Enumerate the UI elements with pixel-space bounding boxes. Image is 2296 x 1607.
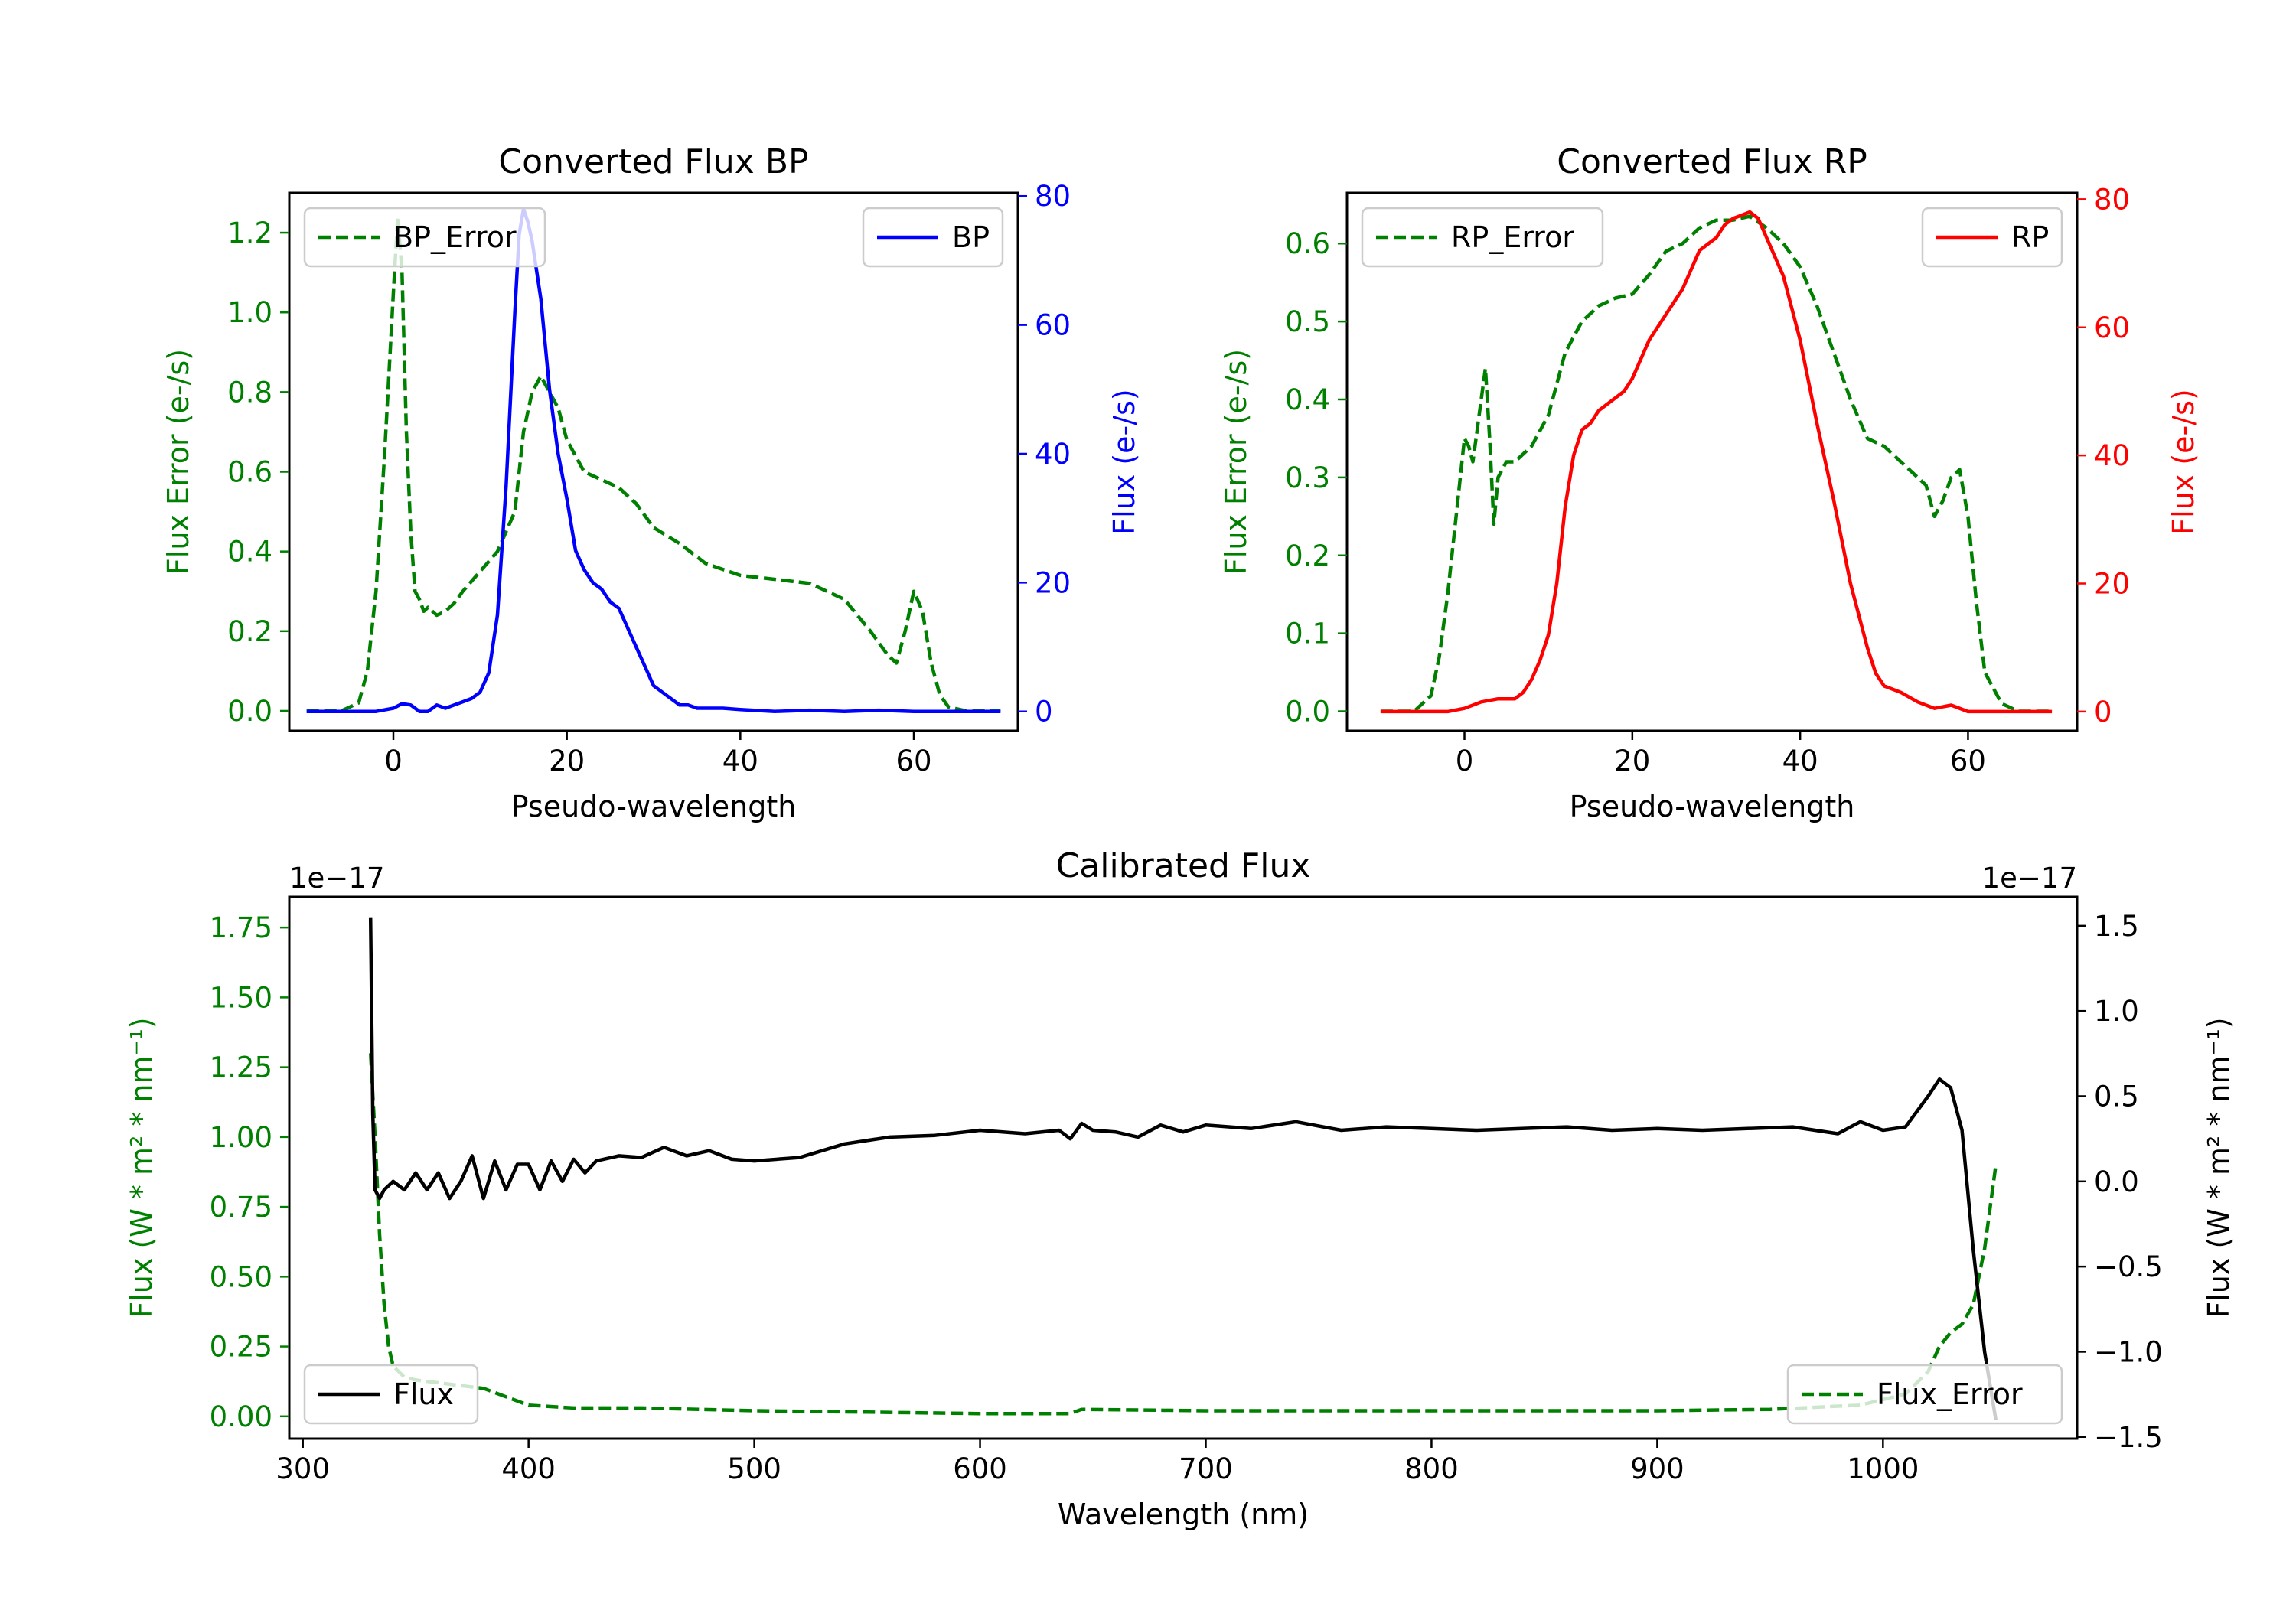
y-right-tick-label: 40 [1035, 438, 1071, 471]
x-tick-label: 800 [1404, 1452, 1459, 1485]
legend-bp: BP [862, 207, 1004, 268]
y-right-tick-label: 80 [1035, 180, 1071, 213]
y-left-axis-label: Flux Error (e-/s) [1219, 349, 1253, 575]
legend-bp-error: BP_Error [303, 207, 546, 268]
y-left-tick-label: 1.50 [210, 981, 272, 1014]
legend-label: RP_Error [1451, 220, 1574, 254]
x-tick-label: 20 [1614, 745, 1650, 777]
y-right-tick-label: −0.5 [2094, 1250, 2163, 1283]
y-left-tick-label: 0.6 [1285, 227, 1330, 260]
legend-box [303, 1364, 479, 1425]
series-line-rp [1380, 210, 2053, 714]
axes-frame [1345, 191, 2079, 732]
y-left-tick-label: 0.50 [210, 1260, 272, 1293]
series-line-bp-error [306, 214, 1001, 713]
chart-title: Calibrated Flux [1056, 846, 1311, 885]
subplot-rp: 0 20 40 60 0.0 0.1 0.2 0.3 0.4 0.5 0.6 0 20 40 60 80 Con… [1219, 142, 2200, 823]
y-left-tick-label: 0.1 [1285, 618, 1330, 650]
x-axis-label: Pseudo-wavelength [1570, 790, 1855, 823]
legend-box [1361, 207, 1604, 268]
y-left-tick-label: 1.2 [227, 217, 272, 249]
x-tick-label: 40 [1782, 745, 1818, 777]
y-left-tick-label: 0.4 [227, 536, 272, 569]
y-left-tick-label: 0.4 [1285, 383, 1330, 416]
legend-rp: RP [1921, 207, 2063, 268]
y-right-tick-label: −1.0 [2094, 1335, 2163, 1368]
x-tick-label: 40 [722, 745, 758, 777]
x-axis-label: Wavelength (nm) [1058, 1498, 1309, 1531]
chart-title: Converted Flux BP [498, 142, 808, 181]
legend-label: BP_Error [393, 220, 517, 254]
y-left-tick-label: 0.75 [210, 1191, 272, 1224]
y-right-tick-label: 0 [2094, 696, 2112, 729]
y-left-tick-label: 0.2 [227, 615, 272, 648]
y-left-tick-label: 0.0 [227, 695, 272, 728]
y-right-tick-label: 0.0 [2094, 1165, 2139, 1198]
y-right-axis-label: Flux (W * m² * nm⁻¹) [2202, 1017, 2236, 1318]
y-right-tick-label: 20 [2094, 568, 2130, 601]
y-right-tick-label: 1.0 [2094, 995, 2139, 1028]
y-left-axis-label: Flux (W * m² * nm⁻¹) [125, 1017, 158, 1318]
x-tick-label: 900 [1630, 1452, 1684, 1485]
legend-rp-error: RP_Error [1361, 207, 1604, 268]
subplot-bp: 0 20 40 60 0.0 0.2 0.4 0.6 0.8 1.0 1.2 0 20 40 60 80 Con… [161, 142, 1141, 823]
y-left-tick-label: 0.6 [227, 456, 272, 489]
y-right-tick-label: −1.5 [2094, 1421, 2163, 1454]
x-tick-label: 0 [384, 745, 403, 777]
y-left-tick-label: 0.5 [1285, 305, 1330, 338]
series-line-flux [368, 917, 1998, 1420]
y-right-tick-label: 80 [2094, 183, 2130, 216]
axes-frame [288, 191, 1019, 732]
y-right-tick-label: 60 [1035, 309, 1071, 342]
legend-label: BP [952, 220, 990, 254]
y-left-tick-label: 0.2 [1285, 539, 1330, 572]
x-tick-label: 60 [1950, 745, 1986, 777]
series-line-bp [306, 207, 1001, 713]
y-right-axis-label: Flux (e-/s) [1107, 389, 1141, 534]
y-left-tick-label: 1.00 [210, 1121, 272, 1154]
x-tick-label: 20 [549, 745, 585, 777]
x-axis-label: Pseudo-wavelength [511, 790, 797, 823]
y-left-tick-label: 0.25 [210, 1331, 272, 1364]
x-tick-label: 0 [1456, 745, 1474, 777]
legend-label: Flux_Error [1877, 1377, 2023, 1411]
series-line-flux-error [368, 1053, 1998, 1416]
y-left-tick-label: 1.0 [227, 296, 272, 329]
y-right-tick-label: 60 [2094, 311, 2130, 344]
x-tick-label: 400 [501, 1452, 556, 1485]
y-right-tick-label: 20 [1035, 566, 1071, 599]
legend-box [303, 207, 546, 268]
legend-flux-error: Flux_Error [1786, 1364, 2063, 1425]
y-left-tick-label: 0.8 [227, 376, 272, 409]
y-right-tick-label: 1.5 [2094, 910, 2139, 943]
y-right-axis-label: Flux (e-/s) [2167, 389, 2200, 534]
x-tick-label: 1000 [1847, 1452, 1919, 1485]
legend-box [1786, 1364, 2063, 1425]
y-left-axis-label: Flux Error (e-/s) [161, 349, 195, 575]
chart-title: Converted Flux RP [1557, 142, 1867, 181]
y-right-tick-label: 0 [1035, 696, 1053, 729]
x-tick-label: 600 [953, 1452, 1007, 1485]
y-left-tick-label: 0.00 [210, 1400, 272, 1433]
legend-flux: Flux [303, 1364, 479, 1425]
y-left-tick-label: 0.0 [1285, 696, 1330, 729]
subplot-calibrated: 300 400 500 600 700 800 900 1000 0.00 0.25 0.50 0.7… [125, 846, 2236, 1531]
y-left-offset-text: 1e−17 [289, 862, 384, 895]
y-left-tick-label: 0.3 [1285, 461, 1330, 494]
legend-label: RP [2011, 220, 2049, 254]
y-right-offset-text: 1e−17 [1982, 862, 2077, 895]
x-tick-label: 300 [276, 1452, 330, 1485]
y-right-tick-label: 40 [2094, 439, 2130, 472]
axes-frame [288, 895, 2079, 1440]
x-tick-label: 700 [1179, 1452, 1233, 1485]
x-tick-label: 60 [895, 745, 931, 777]
series-line-rp-error [1380, 214, 2053, 713]
y-left-tick-label: 1.75 [210, 911, 272, 944]
x-tick-label: 500 [727, 1452, 781, 1485]
y-left-tick-label: 1.25 [210, 1051, 272, 1084]
y-right-tick-label: 0.5 [2094, 1080, 2139, 1113]
legend-label: Flux [393, 1377, 454, 1411]
